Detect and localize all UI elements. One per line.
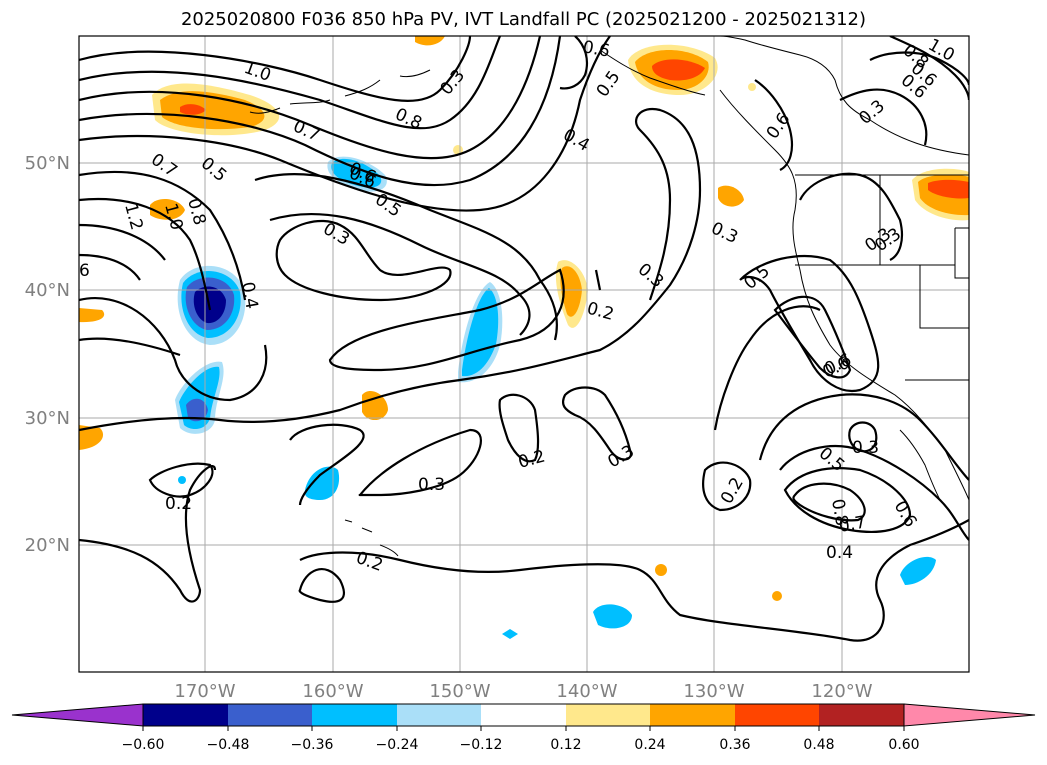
colorbar-segment: [397, 704, 481, 726]
colorbar-label: 0.24: [634, 737, 665, 753]
lat-tick-label: 20°N: [25, 535, 70, 556]
colorbar-segment: [650, 704, 735, 726]
contour-label: 0.2: [717, 474, 748, 507]
colorbar-label: 0.36: [719, 737, 750, 753]
colorbar-segment: [819, 704, 904, 726]
lon-tick-label: 150°W: [429, 681, 490, 702]
pos-anomaly-small2-core: [560, 266, 582, 317]
shaded-regions: [79, 36, 969, 639]
contour-label: 0.7: [837, 513, 867, 537]
pos-anomaly-gulf-core: [160, 91, 265, 130]
colorbar-label: −0.48: [207, 737, 250, 753]
contour-label: 0.3: [855, 96, 889, 129]
lon-tick-label: 140°W: [556, 681, 617, 702]
colorbar-label: 0.60: [888, 737, 919, 753]
contour-label: 0.4: [826, 543, 853, 563]
lon-tick-label: 130°W: [683, 681, 744, 702]
colorbar-segment: [143, 704, 228, 726]
map-title: 2025020800 F036 850 hPa PV, IVT Landfall…: [180, 9, 867, 30]
lat-tick-label: 30°N: [25, 408, 70, 429]
colorbar-label: −0.36: [291, 737, 334, 753]
pos-anomaly-small5: [79, 308, 105, 323]
colorbar-extend-right: [903, 703, 1036, 727]
lon-tick-label: 170°W: [174, 681, 235, 702]
contour-label: 0.6: [763, 109, 795, 143]
pos-anomaly-dot1: [655, 564, 667, 576]
colorbar-label: 0.12: [550, 737, 581, 753]
pos-anomaly-dot2: [772, 591, 782, 601]
lat-tick-label: 50°N: [25, 153, 70, 174]
lon-tick-label: 160°W: [302, 681, 363, 702]
contour-label: 0.3: [708, 218, 741, 248]
neg-anomaly-dot1: [502, 629, 518, 639]
lon-tick-labels: 170°W 160°W 150°W 140°W 130°W 120°W: [174, 681, 872, 702]
colorbar-segment: [735, 704, 819, 726]
contour-label: 0.2: [165, 494, 192, 514]
contour-lines: [79, 36, 969, 642]
contour-label: 0.2: [516, 447, 547, 473]
contour-label: 0.4: [237, 280, 261, 310]
contour-label: 0.8: [827, 497, 851, 527]
pos-anomaly-small1: [150, 198, 185, 220]
neg-anomaly-sw-strong: [186, 398, 208, 422]
pos-anomaly-dot4: [748, 83, 756, 91]
contour-label: 0.6: [890, 498, 921, 531]
contour-label: 1.0: [160, 201, 186, 232]
contour-label: 0.3: [605, 441, 638, 472]
contour-label: 0.5: [197, 154, 231, 187]
lat-tick-labels: 50°N 40°N 30°N 20°N: [25, 153, 70, 556]
contour-label: 0.2: [585, 299, 616, 325]
contour-label: 0.3: [634, 260, 668, 293]
lon-tick-label: 120°W: [811, 681, 872, 702]
pos-anomaly-gulf-max: [180, 104, 206, 115]
contour-label: 0.3: [852, 438, 879, 458]
colorbar-extend-left: [11, 703, 144, 727]
contour-label: 6: [79, 261, 90, 281]
map-plot-area: 1.0 0.3 0.6 1.0 0.5 0.7 0.8 0.4 0.6 0.7 …: [79, 36, 969, 672]
colorbar-label: −0.12: [460, 737, 503, 753]
lat-tick-label: 40°N: [25, 280, 70, 301]
neg-anomaly-south: [593, 604, 632, 629]
colorbar-segment: [228, 704, 312, 726]
colorbar-segment: [566, 704, 650, 726]
map-frame: [78, 35, 970, 673]
colorbar-segment: [481, 704, 566, 726]
colorbar-outline: [142, 703, 905, 727]
pos-anomaly-small3: [362, 390, 388, 421]
contour-label: 0.3: [418, 475, 445, 495]
colorbar: −0.60 −0.48 −0.36 −0.24 −0.12 0.12 0.24 …: [11, 703, 1036, 753]
contour-label: 0.8: [183, 196, 209, 227]
colorbar-segment: [312, 704, 397, 726]
pos-anomaly-small6: [718, 185, 744, 207]
neg-anomaly-hawaii: [304, 466, 340, 500]
neg-anomaly-mid-core: [462, 288, 499, 377]
neg-anomaly-se: [900, 556, 936, 585]
contour-label: 0.4: [560, 125, 593, 156]
pos-anomaly-small7: [415, 36, 445, 46]
pos-anomaly-alaska-max: [652, 59, 705, 81]
contour-label: 0.2: [353, 548, 385, 576]
neg-anomaly-dot2: [178, 476, 186, 484]
colorbar-label: −0.60: [122, 737, 165, 753]
pos-anomaly-small4: [79, 425, 104, 450]
contour-label: 0.3: [437, 66, 470, 100]
contour-label: 0.6: [581, 37, 611, 61]
colorbar-label: −0.24: [376, 737, 419, 753]
contour-label: 0.3: [320, 219, 353, 250]
contour-label: 0.8: [392, 104, 425, 134]
contour-label: 0.5: [593, 67, 625, 101]
pos-anomaly-ne-max: [928, 179, 969, 199]
colorbar-label: 0.48: [803, 737, 834, 753]
